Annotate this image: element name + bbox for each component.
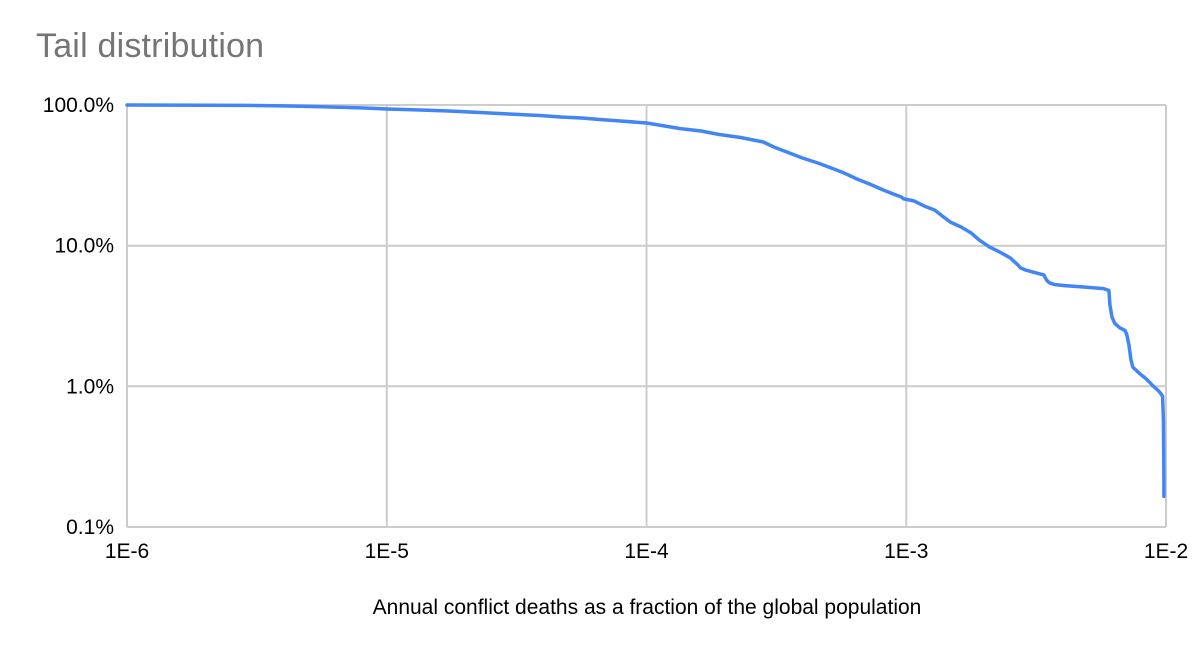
y-tick-label: 100.0% (43, 94, 114, 117)
y-tick-label: 0.1% (66, 516, 114, 539)
chart-title: Tail distribution (36, 27, 265, 65)
x-tick-label: 1E-5 (365, 540, 409, 563)
x-tick-label: 1E-3 (884, 540, 928, 563)
series-line (125, 103, 1166, 499)
y-tick-label: 10.0% (54, 235, 114, 258)
x-tick-label: 1E-2 (1144, 540, 1188, 563)
x-axis-title: Annual conflict deaths as a fraction of … (372, 596, 922, 619)
y-tick-label: 1.0% (66, 375, 114, 398)
x-tick-label: 1E-6 (105, 540, 149, 563)
x-tick-label: 1E-4 (624, 540, 669, 563)
